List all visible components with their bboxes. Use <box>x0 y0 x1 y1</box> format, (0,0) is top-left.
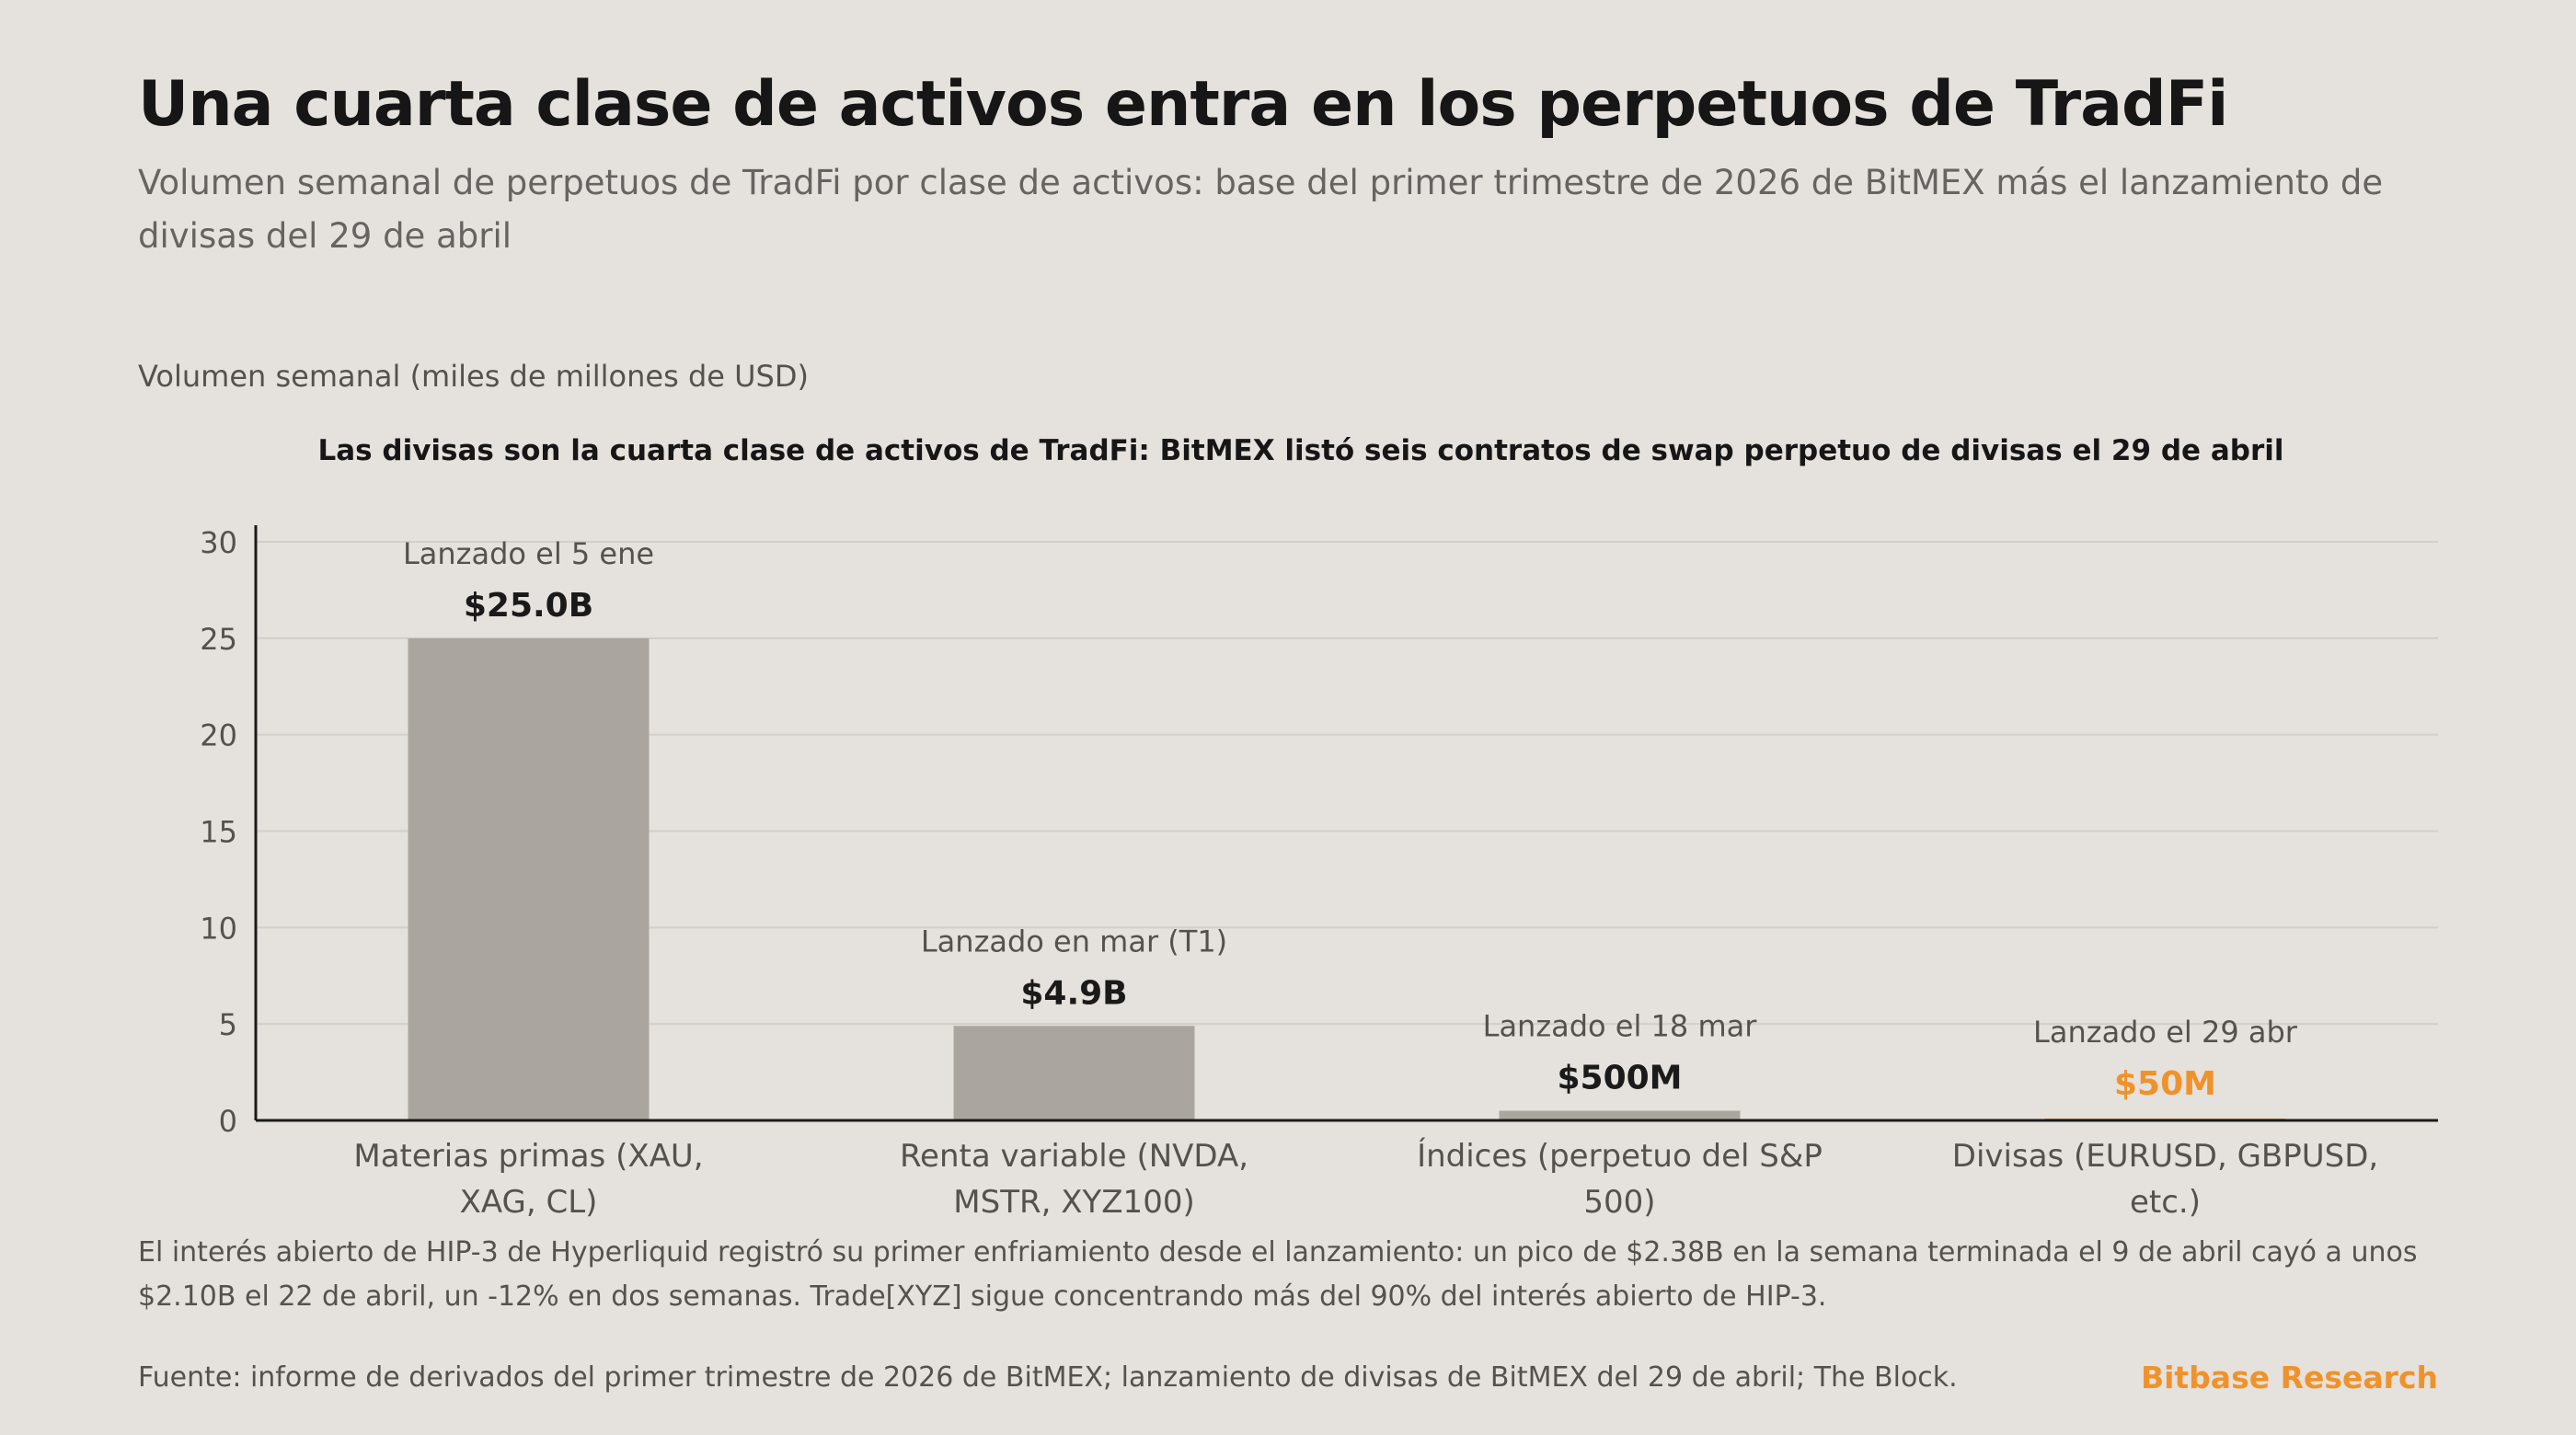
bar-annotation: Lanzado el 29 abr <box>2033 1015 2298 1050</box>
bar-annotation: Lanzado el 5 ene <box>403 536 654 571</box>
y-axis-label: Volumen semanal (miles de millones de US… <box>138 359 809 394</box>
bar-value-label: $50M <box>2114 1065 2216 1103</box>
bar-value-label: $500M <box>1557 1060 1682 1097</box>
brand-logo-text: Bitbase Research <box>2140 1360 2438 1395</box>
source-note: Fuente: informe de derivados del primer … <box>138 1361 1958 1394</box>
bar-chart: Las divisas son la cuarta clase de activ… <box>200 434 2438 1221</box>
page-title: Una cuarta clase de activos entra en los… <box>138 68 2229 141</box>
y-tick-label: 15 <box>200 815 237 850</box>
page-subtitle: Volumen semanal de perpetuos de TradFi p… <box>138 163 2384 256</box>
bar-annotation: Lanzado en mar (T1) <box>921 924 1227 959</box>
y-tick-label: 10 <box>200 911 237 946</box>
y-tick-label: 5 <box>219 1007 237 1042</box>
x-tick-label: Índices (perpetuo del S&P 500) <box>1417 1137 1823 1221</box>
bar <box>408 637 650 1120</box>
x-tick-label: Renta variable (NVDA, MSTR, XYZ100) <box>900 1138 1248 1221</box>
x-tick-label: Divisas (EURUSD, GBPUSD, etc.) <box>1952 1138 2378 1221</box>
bar <box>953 1026 1195 1120</box>
y-tick-label: 25 <box>200 622 237 657</box>
bar-value-label: $25.0B <box>464 587 593 625</box>
chart-title: Las divisas son la cuarta clase de activ… <box>317 434 2283 467</box>
y-tick-label: 30 <box>200 525 237 560</box>
footnote: El interés abierto de HIP-3 de Hyperliqu… <box>138 1236 2418 1313</box>
bar <box>1499 1110 1741 1120</box>
bar-value-label: $4.9B <box>1020 974 1127 1012</box>
bar-annotation: Lanzado el 18 mar <box>1483 1009 1758 1044</box>
y-tick-label: 0 <box>219 1104 237 1139</box>
x-tick-label: Materias primas (XAU, XAG, CL) <box>353 1138 703 1221</box>
y-tick-label: 20 <box>200 718 237 753</box>
